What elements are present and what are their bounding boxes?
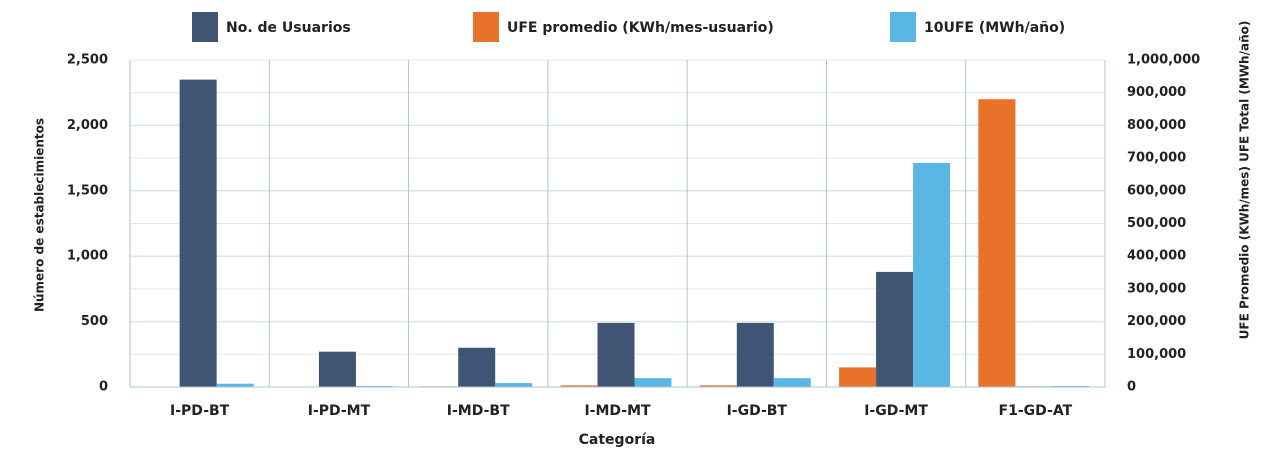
y2-tick-label: 400,000 (1127, 249, 1186, 264)
legend-swatch (192, 12, 218, 42)
legend-swatch (890, 12, 916, 42)
y2-tick-label: 1,000,000 (1127, 53, 1200, 68)
legend-label: UFE promedio (KWh/mes-usuario) (507, 20, 774, 36)
y2-tick-label: 900,000 (1127, 85, 1186, 100)
bar (736, 322, 774, 387)
x-tick-label: I-PD-MT (308, 403, 371, 419)
x-tick-label: I-GD-MT (864, 403, 928, 419)
bar (773, 378, 811, 387)
x-tick-label: I-PD-BT (170, 403, 230, 419)
bar (597, 322, 635, 387)
x-tick-label: I-MD-BT (447, 403, 510, 419)
y2-axis-title: UFE Promedio (KWh/mes) UFE Total (MWh/añ… (1238, 21, 1252, 340)
y2-tick-label: 700,000 (1127, 151, 1186, 166)
y-tick-label: 2,500 (67, 53, 108, 68)
bar (978, 99, 1016, 388)
bar (560, 385, 598, 387)
bar (839, 367, 877, 387)
legend-label: No. de Usuarios (226, 20, 351, 36)
y2-tick-label: 500,000 (1127, 216, 1186, 231)
y2-tick-label: 100,000 (1127, 347, 1186, 362)
bar (495, 383, 533, 387)
legend-swatch (473, 12, 499, 42)
x-axis-title: Categoría (579, 432, 656, 448)
bar (699, 385, 737, 387)
y2-tick-label: 800,000 (1127, 118, 1186, 133)
y2-tick-label: 200,000 (1127, 314, 1186, 329)
y-tick-label: 0 (99, 380, 108, 395)
y-tick-label: 2,000 (67, 118, 108, 133)
bar (216, 383, 254, 387)
bar (876, 271, 914, 387)
bar (318, 351, 356, 387)
bar (634, 378, 672, 387)
x-tick-label: F1-GD-AT (999, 403, 1073, 419)
y-tick-label: 1,000 (67, 249, 108, 264)
y-axis-title: Número de establecimientos (33, 118, 47, 312)
y-tick-label: 1,500 (67, 183, 108, 198)
y2-tick-label: 600,000 (1127, 183, 1186, 198)
x-tick-label: I-MD-MT (584, 403, 651, 419)
y2-tick-label: 300,000 (1127, 281, 1186, 296)
legend-label: 10UFE (MWh/año) (924, 20, 1065, 36)
bar (179, 79, 217, 388)
x-tick-label: I-GD-BT (727, 403, 788, 419)
y-tick-label: 500 (81, 314, 108, 329)
bar (458, 347, 496, 387)
bar (913, 163, 951, 387)
y2-tick-label: 0 (1127, 380, 1136, 395)
